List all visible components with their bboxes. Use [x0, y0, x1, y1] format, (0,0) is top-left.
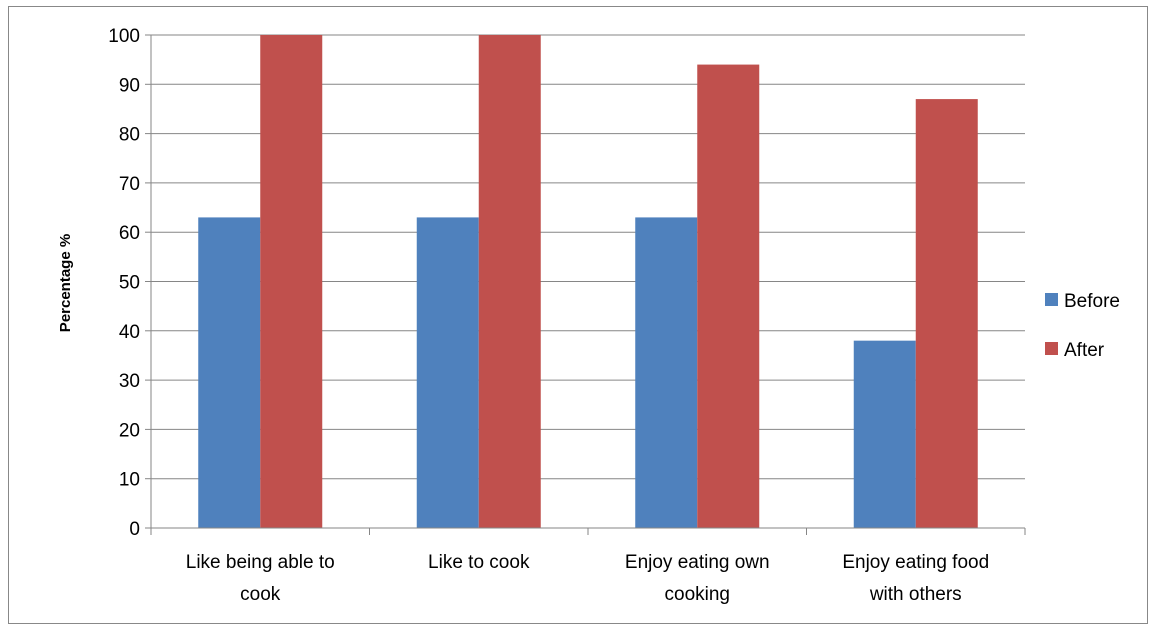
- bars: [198, 35, 978, 528]
- axes: [150, 35, 1026, 535]
- bar-after: [260, 35, 323, 528]
- bar-before: [853, 340, 916, 528]
- legend-swatch-after: [1045, 342, 1058, 355]
- x-category-label: Like to cook: [428, 552, 530, 573]
- bar-before: [416, 217, 479, 528]
- legend: Before After: [1045, 291, 1120, 361]
- y-tick-label: 30: [119, 371, 140, 392]
- legend-label-after: After: [1064, 340, 1105, 361]
- y-axis-title: Percentage %: [57, 234, 74, 332]
- legend-label-before: Before: [1064, 291, 1120, 312]
- bar-after: [478, 35, 541, 528]
- bar-after: [915, 99, 978, 528]
- y-tick-label: 100: [108, 26, 140, 47]
- x-category-label: Enjoy eating food: [842, 552, 989, 573]
- bar-after: [697, 64, 760, 528]
- y-tick-label: 0: [129, 519, 140, 540]
- y-tick-label: 20: [119, 420, 140, 441]
- y-tick-label: 10: [119, 470, 140, 491]
- x-category-label: cook: [240, 584, 281, 605]
- x-category-label: with others: [869, 584, 962, 605]
- x-category-labels: Like being able to cook Like to cook Enjoy …: [186, 552, 989, 605]
- y-tick-label: 50: [119, 273, 140, 294]
- bar-before: [635, 217, 698, 528]
- y-tick-label: 90: [119, 75, 140, 96]
- legend-swatch-before: [1045, 293, 1058, 306]
- x-category-label: Like being able to: [186, 552, 335, 573]
- y-tick-labels: 0 10 20 30 40 50 60 70 80 90 100: [108, 26, 140, 540]
- x-category-label: Enjoy eating own: [625, 552, 770, 573]
- y-tick-label: 80: [119, 125, 140, 146]
- y-tick-label: 60: [119, 223, 140, 244]
- x-category-label: cooking: [665, 584, 731, 605]
- y-tick-label: 40: [119, 322, 140, 343]
- bar-before: [198, 217, 261, 528]
- y-tick-label: 70: [119, 174, 140, 195]
